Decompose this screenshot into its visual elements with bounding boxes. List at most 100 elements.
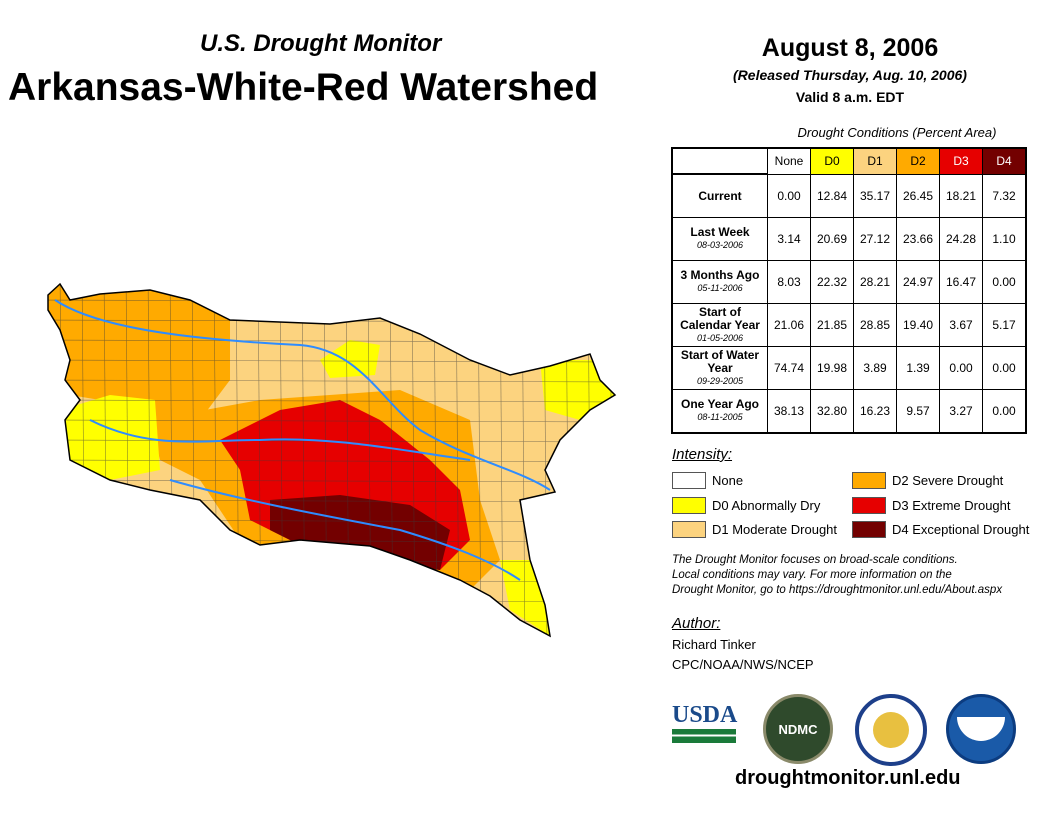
cell-value: 32.80	[810, 389, 854, 434]
cell-value: 27.12	[853, 217, 897, 261]
row-label-text: Start of Calendar Year	[680, 304, 760, 332]
row-label: Start of Calendar Year 01-05-2006	[671, 303, 768, 347]
row-date: 08-03-2006	[696, 240, 744, 250]
cell-value: 18.21	[939, 173, 983, 218]
legend-label: D4 Exceptional Drought	[892, 522, 1030, 537]
legend-title: Intensity:	[672, 446, 733, 463]
legend-swatch	[852, 472, 886, 489]
row-label-text: Start of Water Year	[680, 347, 760, 375]
legend-item: D2 Severe Drought	[852, 472, 1003, 489]
legend-label: D2 Severe Drought	[892, 473, 1004, 488]
page-title: Arkansas-White-Red Watershed	[8, 66, 599, 109]
row-date: 09-29-2005	[696, 375, 744, 386]
cell-value: 0.00	[982, 260, 1027, 304]
watershed-map	[47, 283, 616, 637]
author-name: Richard Tinker	[672, 637, 756, 652]
cell-value: 26.45	[896, 173, 940, 218]
website-url: droughtmonitor.unl.edu	[735, 767, 961, 789]
table-row: One Year Ago 08-11-2005 38.13 32.80 16.23 9.5…	[671, 389, 1027, 434]
col-none: None	[767, 147, 811, 175]
col-d0: D0	[810, 147, 854, 175]
row-label: One Year Ago 08-11-2005	[671, 389, 768, 434]
legend-label: D3 Extreme Drought	[892, 498, 1011, 513]
river-red	[169, 479, 521, 581]
cell-value: 3.14	[767, 217, 811, 261]
cell-value: 1.10	[982, 217, 1027, 261]
row-date: 08-11-2005	[697, 412, 743, 422]
cell-value: 3.89	[853, 346, 897, 390]
legend-swatch	[672, 521, 706, 538]
cell-value: 19.98	[810, 346, 854, 390]
cell-value: 1.39	[896, 346, 940, 390]
legend-item: D0 Abnormally Dry	[672, 497, 820, 514]
cell-value: 35.17	[853, 173, 897, 218]
cell-value: 16.47	[939, 260, 983, 304]
cell-value: 16.23	[853, 389, 897, 434]
subtitle: U.S. Drought Monitor	[200, 30, 442, 57]
cell-value: 12.84	[810, 173, 854, 218]
cell-value: 21.85	[810, 303, 854, 347]
legend-swatch	[672, 497, 706, 514]
row-date: 05-11-2006	[697, 283, 743, 293]
row-label: 3 Months Ago 05-11-2006	[671, 260, 768, 304]
table-caption: Drought Conditions (Percent Area)	[797, 125, 997, 140]
table-row: Start of Water Year 09-29-2005 74.74 19.98 3…	[671, 346, 1027, 390]
cell-value: 23.66	[896, 217, 940, 261]
river-arkansas	[54, 299, 551, 491]
cell-value: 8.03	[767, 260, 811, 304]
table-row: Current 0.00 12.84 35.17 26.45 18.21 7.32	[671, 173, 1027, 218]
row-label-text: One Year Ago	[680, 397, 760, 411]
note-line: The Drought Monitor focuses on broad-sca…	[672, 554, 958, 566]
row-label-text: Current	[698, 188, 742, 203]
row-label-text: 3 Months Ago	[680, 268, 760, 282]
cell-value: 5.17	[982, 303, 1027, 347]
cell-value: 9.57	[896, 389, 940, 434]
row-label: Last Week 08-03-2006	[671, 217, 768, 261]
cell-value: 20.69	[810, 217, 854, 261]
disclaimer-note: The Drought Monitor focuses on broad-sca…	[672, 553, 1002, 598]
legend-item: D1 Moderate Drought	[672, 521, 837, 538]
cell-value: 0.00	[939, 346, 983, 390]
d0-region-west	[60, 395, 160, 480]
note-line: Drought Monitor, go to https://droughtmo…	[672, 584, 1003, 596]
d0-region-kansas	[320, 340, 380, 378]
drought-conditions-table: None D0 D1 D2 D3 D4 Current 0.00 12.84 35.1…	[671, 147, 1027, 434]
cell-value: 24.28	[939, 217, 983, 261]
cell-value: 0.00	[767, 173, 811, 218]
cell-value: 28.21	[853, 260, 897, 304]
row-label: Start of Water Year 09-29-2005	[671, 346, 768, 390]
table-row: 3 Months Ago 05-11-2006 8.03 22.32 28.21 24.9…	[671, 260, 1027, 304]
cell-value: 28.85	[853, 303, 897, 347]
d0-region-east	[540, 360, 615, 420]
usda-text: USDA	[672, 702, 738, 728]
commerce-seal-logo	[855, 694, 927, 766]
cell-value: 19.40	[896, 303, 940, 347]
row-label: Current	[671, 173, 768, 218]
noaa-logo	[946, 694, 1016, 764]
cell-value: 24.97	[896, 260, 940, 304]
legend-swatch	[852, 521, 886, 538]
legend-item: D3 Extreme Drought	[852, 497, 1011, 514]
ndmc-logo: NDMC	[763, 694, 833, 764]
legend-item: None	[672, 472, 743, 489]
cell-value: 7.32	[982, 173, 1027, 218]
row-label-text: Last Week	[690, 225, 750, 239]
release-date: (Released Thursday, Aug. 10, 2006)	[733, 67, 967, 83]
row-date: 01-05-2006	[696, 332, 744, 343]
cell-value: 21.06	[767, 303, 811, 347]
cell-value: 74.74	[767, 346, 811, 390]
map-date: August 8, 2006	[761, 34, 939, 62]
table-row: Last Week 08-03-2006 3.14 20.69 27.12 23.66 24…	[671, 217, 1027, 261]
legend-swatch	[852, 497, 886, 514]
river-canadian	[89, 419, 471, 461]
cell-value: 0.00	[982, 346, 1027, 390]
legend-label: None	[712, 473, 744, 488]
legend-swatch	[672, 472, 706, 489]
col-d1: D1	[853, 147, 897, 175]
cell-value: 22.32	[810, 260, 854, 304]
cell-value: 3.27	[939, 389, 983, 434]
note-line: Local conditions may vary. For more info…	[672, 569, 952, 581]
table-row: Start of Calendar Year 01-05-2006 21.06 21.…	[671, 303, 1027, 347]
col-d2: D2	[896, 147, 940, 175]
